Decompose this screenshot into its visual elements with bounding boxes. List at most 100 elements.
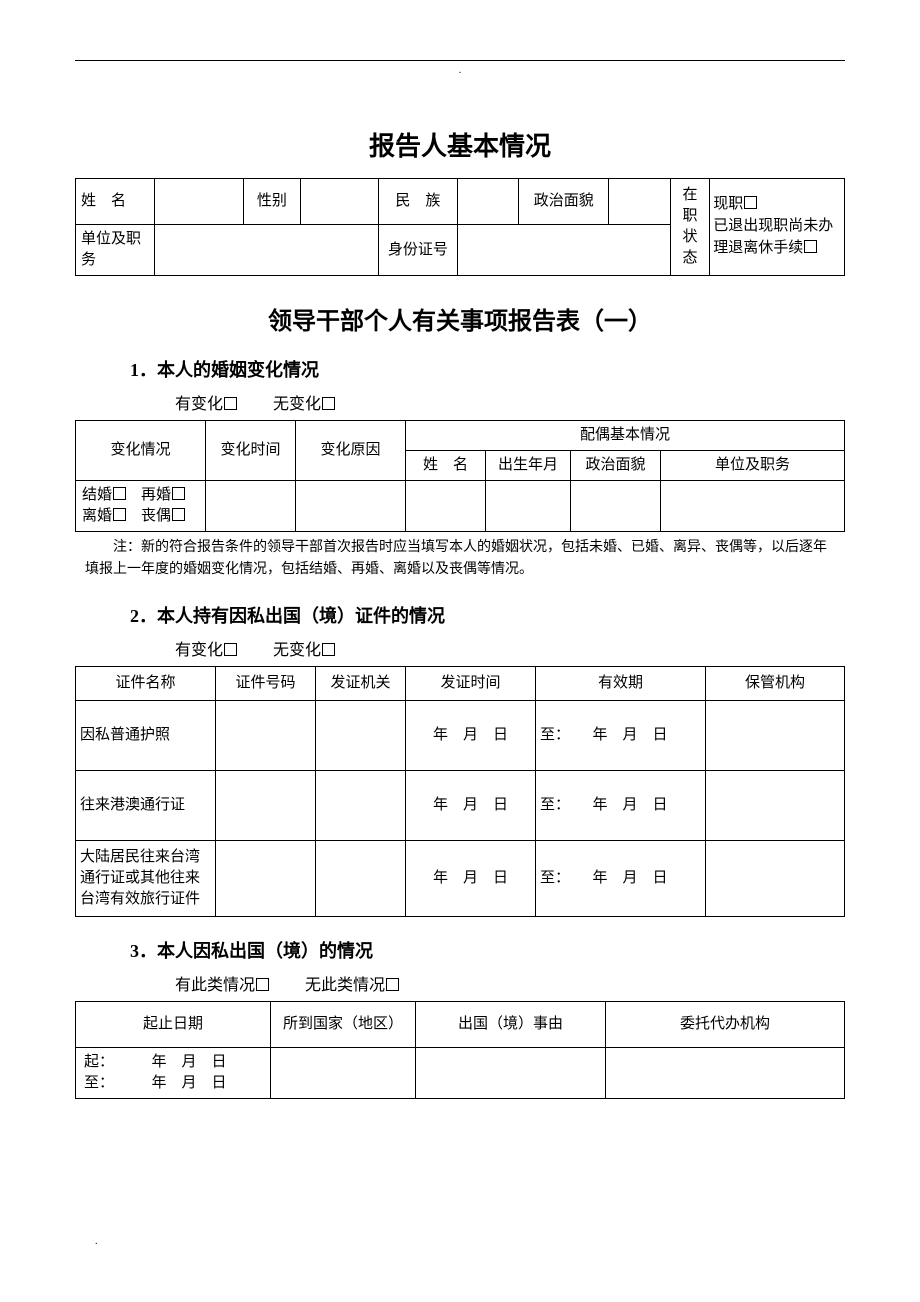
end-label: 至： xyxy=(84,1075,107,1091)
basic-info-table: 姓 名 性别 民 族 政治面貌 在职状态 现职 已退出现职尚未办理退离休手续 单… xyxy=(75,178,845,276)
travel-table: 起止日期 所到国家（地区） 出国（境）事由 委托代办机构 起： 年 月 日 至：… xyxy=(75,1001,845,1099)
col-spouse-name: 姓 名 xyxy=(406,451,486,481)
col-docname: 证件名称 xyxy=(76,666,216,700)
col-spouse-political: 政治面貌 xyxy=(571,451,661,481)
section1-note: 注：新的符合报告条件的领导干部首次报告时应当填写本人的婚姻状况，包括未婚、已婚、… xyxy=(85,537,835,582)
doc-passport: 因私普通护照 xyxy=(76,700,216,770)
field-change-time[interactable] xyxy=(206,481,296,532)
field-hkmacao-date[interactable]: 年 月 日 xyxy=(406,770,536,840)
section1-heading: 1．本人的婚姻变化情况 xyxy=(130,356,845,382)
col-travel-reason: 出国（境）事由 xyxy=(416,1001,606,1047)
checkbox-remarried[interactable] xyxy=(172,487,185,500)
col-dates: 起止日期 xyxy=(76,1001,271,1047)
field-passport-date[interactable]: 年 月 日 xyxy=(406,700,536,770)
col-issuedate: 发证时间 xyxy=(406,666,536,700)
form-title: 领导干部个人有关事项报告表（一） xyxy=(75,301,845,336)
label-status: 在职状态 xyxy=(670,179,709,276)
top-dot: . xyxy=(75,65,845,76)
s3-no-label: 无此类情况 xyxy=(305,977,385,994)
label-political: 政治面貌 xyxy=(519,179,609,225)
s2-no-label: 无变化 xyxy=(273,642,321,659)
col-change: 变化情况 xyxy=(76,421,206,481)
field-unit[interactable] xyxy=(154,225,379,276)
field-taiwan-custody[interactable] xyxy=(706,840,845,916)
field-passport-num[interactable] xyxy=(216,700,316,770)
label-id: 身份证号 xyxy=(379,225,458,276)
field-travel-agency[interactable] xyxy=(606,1047,845,1098)
col-time: 变化时间 xyxy=(206,421,296,481)
start-date: 年 月 日 xyxy=(152,1054,227,1070)
section3-heading: 3．本人因私出国（境）的情况 xyxy=(130,937,845,963)
field-taiwan-date[interactable]: 年 月 日 xyxy=(406,840,536,916)
checkbox-s2-has[interactable] xyxy=(224,643,237,656)
marriage-change-options: 结婚 再婚 离婚 丧偶 xyxy=(76,481,206,532)
checkbox-status-retired[interactable] xyxy=(804,240,817,253)
label-name: 姓 名 xyxy=(76,179,155,225)
documents-table: 证件名称 证件号码 发证机关 发证时间 有效期 保管机构 因私普通护照 年 月 … xyxy=(75,666,845,917)
opt-widowed: 丧偶 xyxy=(141,508,171,524)
doc-hk-macao: 往来港澳通行证 xyxy=(76,770,216,840)
field-travel-reason[interactable] xyxy=(416,1047,606,1098)
section1-options: 有变化 无变化 xyxy=(175,390,845,414)
col-reason: 变化原因 xyxy=(296,421,406,481)
s1-has-label: 有变化 xyxy=(175,396,223,413)
checkbox-s1-no[interactable] xyxy=(322,397,335,410)
section2-heading: 2．本人持有因私出国（境）证件的情况 xyxy=(130,602,845,628)
col-spouse-unit: 单位及职务 xyxy=(661,451,845,481)
field-taiwan-issuer[interactable] xyxy=(316,840,406,916)
checkbox-s1-has[interactable] xyxy=(224,397,237,410)
field-status[interactable]: 现职 已退出现职尚未办理退离休手续 xyxy=(710,179,845,276)
field-spouse-name[interactable] xyxy=(406,481,486,532)
field-spouse-political[interactable] xyxy=(571,481,661,532)
field-passport-custody[interactable] xyxy=(706,700,845,770)
section2-options: 有变化 无变化 xyxy=(175,636,845,660)
checkbox-married[interactable] xyxy=(113,487,126,500)
checkbox-s3-no[interactable] xyxy=(386,978,399,991)
field-hkmacao-custody[interactable] xyxy=(706,770,845,840)
top-rule xyxy=(75,60,845,61)
col-agency: 委托代办机构 xyxy=(606,1001,845,1047)
marriage-table: 变化情况 变化时间 变化原因 配偶基本情况 姓 名 出生年月 政治面貌 单位及职… xyxy=(75,420,845,532)
field-spouse-unit[interactable] xyxy=(661,481,845,532)
field-id[interactable] xyxy=(457,225,670,276)
s3-has-label: 有此类情况 xyxy=(175,977,255,994)
field-travel-country[interactable] xyxy=(271,1047,416,1098)
checkbox-s2-no[interactable] xyxy=(322,643,335,656)
field-gender[interactable] xyxy=(300,179,379,225)
doc-taiwan: 大陆居民往来台湾通行证或其他往来台湾有效旅行证件 xyxy=(76,840,216,916)
opt-divorced: 离婚 xyxy=(82,508,112,524)
label-ethnicity: 民 族 xyxy=(379,179,458,225)
field-name[interactable] xyxy=(154,179,244,225)
col-issuer: 发证机关 xyxy=(316,666,406,700)
col-country: 所到国家（地区） xyxy=(271,1001,416,1047)
field-taiwan-validity[interactable]: 至： 年 月 日 xyxy=(536,840,706,916)
section3-options: 有此类情况 无此类情况 xyxy=(175,971,845,995)
opt-remarried: 再婚 xyxy=(141,487,171,503)
col-validity: 有效期 xyxy=(536,666,706,700)
field-taiwan-num[interactable] xyxy=(216,840,316,916)
col-custody: 保管机构 xyxy=(706,666,845,700)
col-docnum: 证件号码 xyxy=(216,666,316,700)
field-ethnicity[interactable] xyxy=(457,179,519,225)
checkbox-widowed[interactable] xyxy=(172,508,185,521)
field-hkmacao-issuer[interactable] xyxy=(316,770,406,840)
field-change-reason[interactable] xyxy=(296,481,406,532)
field-spouse-birth[interactable] xyxy=(486,481,571,532)
field-travel-dates[interactable]: 起： 年 月 日 至： 年 月 日 xyxy=(76,1047,271,1098)
field-hkmacao-validity[interactable]: 至： 年 月 日 xyxy=(536,770,706,840)
checkbox-status-current[interactable] xyxy=(744,196,757,209)
field-hkmacao-num[interactable] xyxy=(216,770,316,840)
basic-info-title: 报告人基本情况 xyxy=(75,126,845,163)
end-date: 年 月 日 xyxy=(152,1075,227,1091)
start-label: 起： xyxy=(84,1054,107,1070)
s1-no-label: 无变化 xyxy=(273,396,321,413)
checkbox-divorced[interactable] xyxy=(113,508,126,521)
bottom-dot: . xyxy=(95,1236,98,1247)
label-gender: 性别 xyxy=(244,179,300,225)
field-political[interactable] xyxy=(609,179,671,225)
checkbox-s3-has[interactable] xyxy=(256,978,269,991)
label-unit: 单位及职 务 xyxy=(76,225,155,276)
field-passport-issuer[interactable] xyxy=(316,700,406,770)
col-spouse-birth: 出生年月 xyxy=(486,451,571,481)
field-passport-validity[interactable]: 至： 年 月 日 xyxy=(536,700,706,770)
